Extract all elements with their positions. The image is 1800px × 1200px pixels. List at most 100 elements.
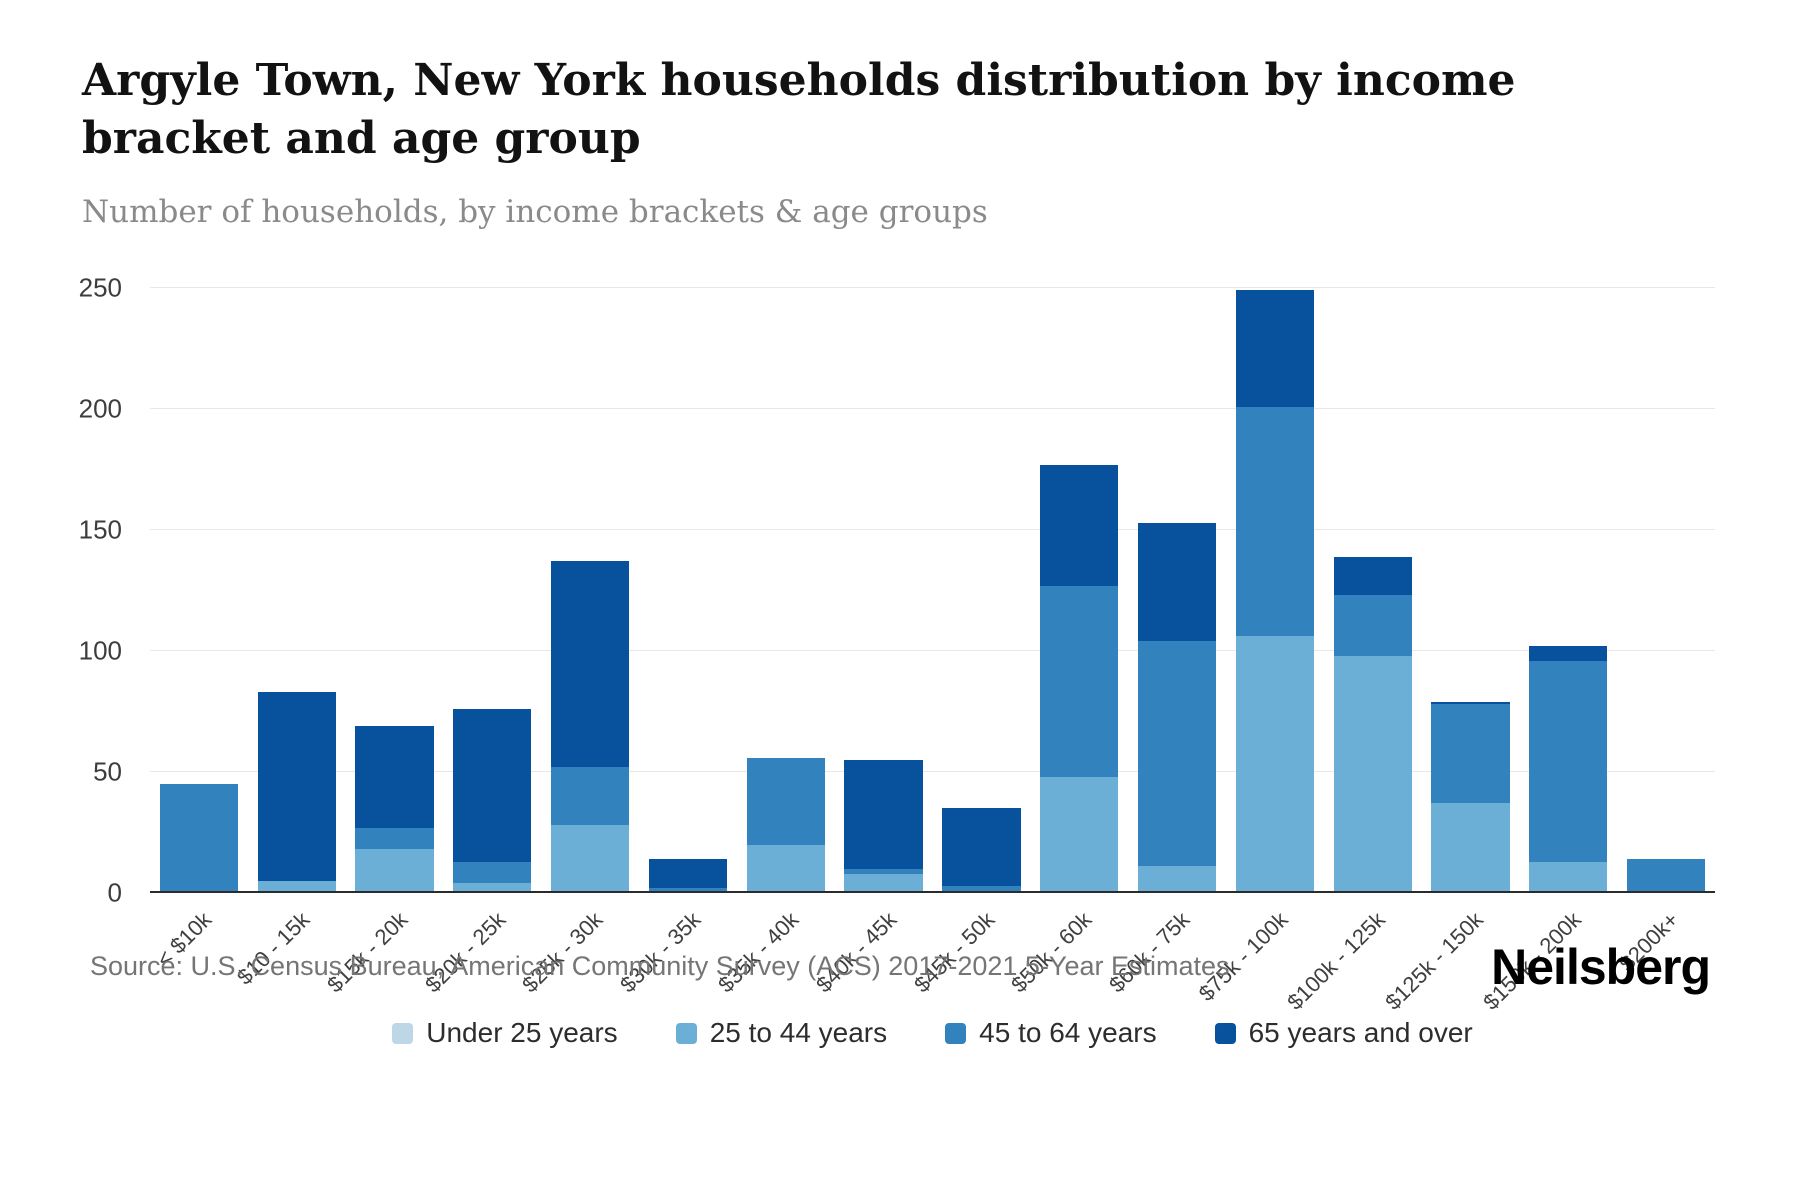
- y-gridline: [150, 408, 1715, 409]
- bar-segment[interactable]: [1040, 585, 1119, 777]
- bar-segment[interactable]: [844, 759, 923, 869]
- bar-segment[interactable]: [1040, 776, 1119, 893]
- y-gridline: [150, 529, 1715, 530]
- stacked-bar: [257, 288, 336, 893]
- bar-slot: [150, 288, 248, 893]
- legend-item-45-to-64-years[interactable]: 45 to 64 years: [945, 1017, 1157, 1049]
- bar-segment[interactable]: [1431, 701, 1510, 705]
- bar-slot: [541, 288, 639, 893]
- bar-segment[interactable]: [1529, 861, 1608, 893]
- stacked-bar: [1333, 288, 1412, 893]
- bar-segment[interactable]: [1431, 704, 1510, 804]
- legend-swatch: [945, 1022, 967, 1044]
- bar-segment[interactable]: [648, 888, 728, 893]
- chart-title: Argyle Town, New York households distrib…: [82, 55, 1516, 165]
- legend-label: 25 to 44 years: [709, 1017, 888, 1048]
- bar-segment[interactable]: [355, 827, 434, 850]
- bar-slot: [346, 288, 444, 893]
- stacked-bar: [1137, 288, 1217, 893]
- bar-segment[interactable]: [1431, 803, 1510, 893]
- bar-segment[interactable]: [746, 844, 825, 893]
- legend-swatch: [1214, 1022, 1236, 1044]
- bar-segment[interactable]: [355, 849, 434, 893]
- legend-swatch: [392, 1022, 414, 1044]
- stacked-bar: [1040, 288, 1119, 893]
- stacked-bar-chart: 0 50 100 150 200 250 < $10k $10 - 15k $15k - 20…: [60, 273, 1715, 1049]
- legend-label: 45 to 64 years: [979, 1017, 1157, 1048]
- stacked-bar: [844, 288, 923, 893]
- bar-segment[interactable]: [453, 861, 532, 884]
- bar-slot: [737, 288, 835, 893]
- stacked-bar: [746, 288, 825, 893]
- bar-segment[interactable]: [844, 868, 923, 874]
- bar-slot: [1422, 288, 1520, 893]
- chart-header: Argyle Town, New York households distrib…: [82, 52, 1642, 230]
- legend-item-65-years-and-over[interactable]: 65 years and over: [1214, 1017, 1473, 1049]
- legend-label: Under 25 years: [426, 1017, 618, 1048]
- stacked-bar: [159, 288, 239, 893]
- y-axis-tick-label: 150: [78, 514, 122, 545]
- stacked-bar: [1529, 288, 1608, 893]
- bar-segment[interactable]: [1333, 556, 1412, 596]
- bar-segment[interactable]: [942, 808, 1021, 886]
- chart-legend: Under 25 years 25 to 44 years 45 to 64 yea…: [150, 1017, 1715, 1049]
- bar-segment[interactable]: [1235, 406, 1314, 637]
- bar-segment[interactable]: [1529, 646, 1608, 661]
- bar-segment[interactable]: [1235, 290, 1314, 407]
- bar-slot: [1324, 288, 1422, 893]
- bar-segment[interactable]: [453, 883, 532, 893]
- bar-segment[interactable]: [1040, 464, 1119, 586]
- bar-segment[interactable]: [257, 880, 336, 893]
- bar-segment[interactable]: [551, 767, 630, 826]
- stacked-bar: [355, 288, 434, 893]
- y-axis-tick-label: 200: [78, 393, 122, 424]
- bar-segment[interactable]: [844, 873, 923, 893]
- bar-segment[interactable]: [355, 726, 434, 828]
- bar-segment[interactable]: [1529, 660, 1608, 862]
- legend-label: 65 years and over: [1248, 1017, 1473, 1048]
- bars-layer: [150, 288, 1715, 893]
- bar-segment[interactable]: [1137, 641, 1217, 867]
- y-gridline: [150, 650, 1715, 651]
- bar-slot: [1617, 288, 1715, 893]
- y-gridline: [150, 287, 1715, 288]
- y-gridline: [150, 771, 1715, 772]
- bar-segment[interactable]: [551, 561, 630, 768]
- y-axis-tick-label: 0: [107, 877, 122, 908]
- stacked-bar: [648, 288, 728, 893]
- bar-segment[interactable]: [1137, 522, 1217, 642]
- bar-segment[interactable]: [1333, 655, 1412, 893]
- stacked-bar: [1235, 288, 1314, 893]
- bar-slot: [639, 288, 737, 893]
- legend-item-under-25-years[interactable]: Under 25 years: [392, 1017, 618, 1049]
- bar-segment[interactable]: [648, 859, 728, 889]
- bar-segment[interactable]: [1137, 866, 1217, 893]
- bar-slot: [443, 288, 541, 893]
- source-attribution: Source: U.S. Census Bureau, American Com…: [90, 951, 1230, 981]
- stacked-bar: [453, 288, 532, 893]
- bar-segment[interactable]: [942, 885, 1021, 893]
- neilsberg-logo: Neilsberg: [1491, 939, 1711, 995]
- legend-item-25-to-44-years[interactable]: 25 to 44 years: [675, 1017, 888, 1049]
- y-axis: 0 50 100 150 200 250: [60, 273, 134, 908]
- y-axis-tick-label: 100: [78, 635, 122, 666]
- bar-segment[interactable]: [453, 709, 532, 862]
- bar-segment[interactable]: [257, 692, 336, 881]
- stacked-bar: [1431, 288, 1510, 893]
- y-axis-tick-label: 250: [78, 272, 122, 303]
- bar-segment[interactable]: [159, 784, 239, 893]
- plot-area: 0 50 100 150 200 250: [79, 273, 1715, 908]
- bar-segment[interactable]: [1235, 636, 1314, 893]
- bar-slot: [835, 288, 933, 893]
- stacked-bar: [551, 288, 630, 893]
- bar-segment[interactable]: [551, 825, 630, 893]
- bar-segment[interactable]: [1626, 859, 1706, 893]
- x-axis-line: [150, 891, 1715, 893]
- chart-subtitle: Number of households, by income brackets…: [82, 194, 988, 231]
- bar-segment[interactable]: [1333, 595, 1412, 656]
- stacked-bar: [942, 288, 1021, 893]
- stacked-bar: [1626, 288, 1706, 893]
- legend-swatch: [675, 1022, 697, 1044]
- bar-segment[interactable]: [746, 757, 825, 845]
- bar-slot: [933, 288, 1031, 893]
